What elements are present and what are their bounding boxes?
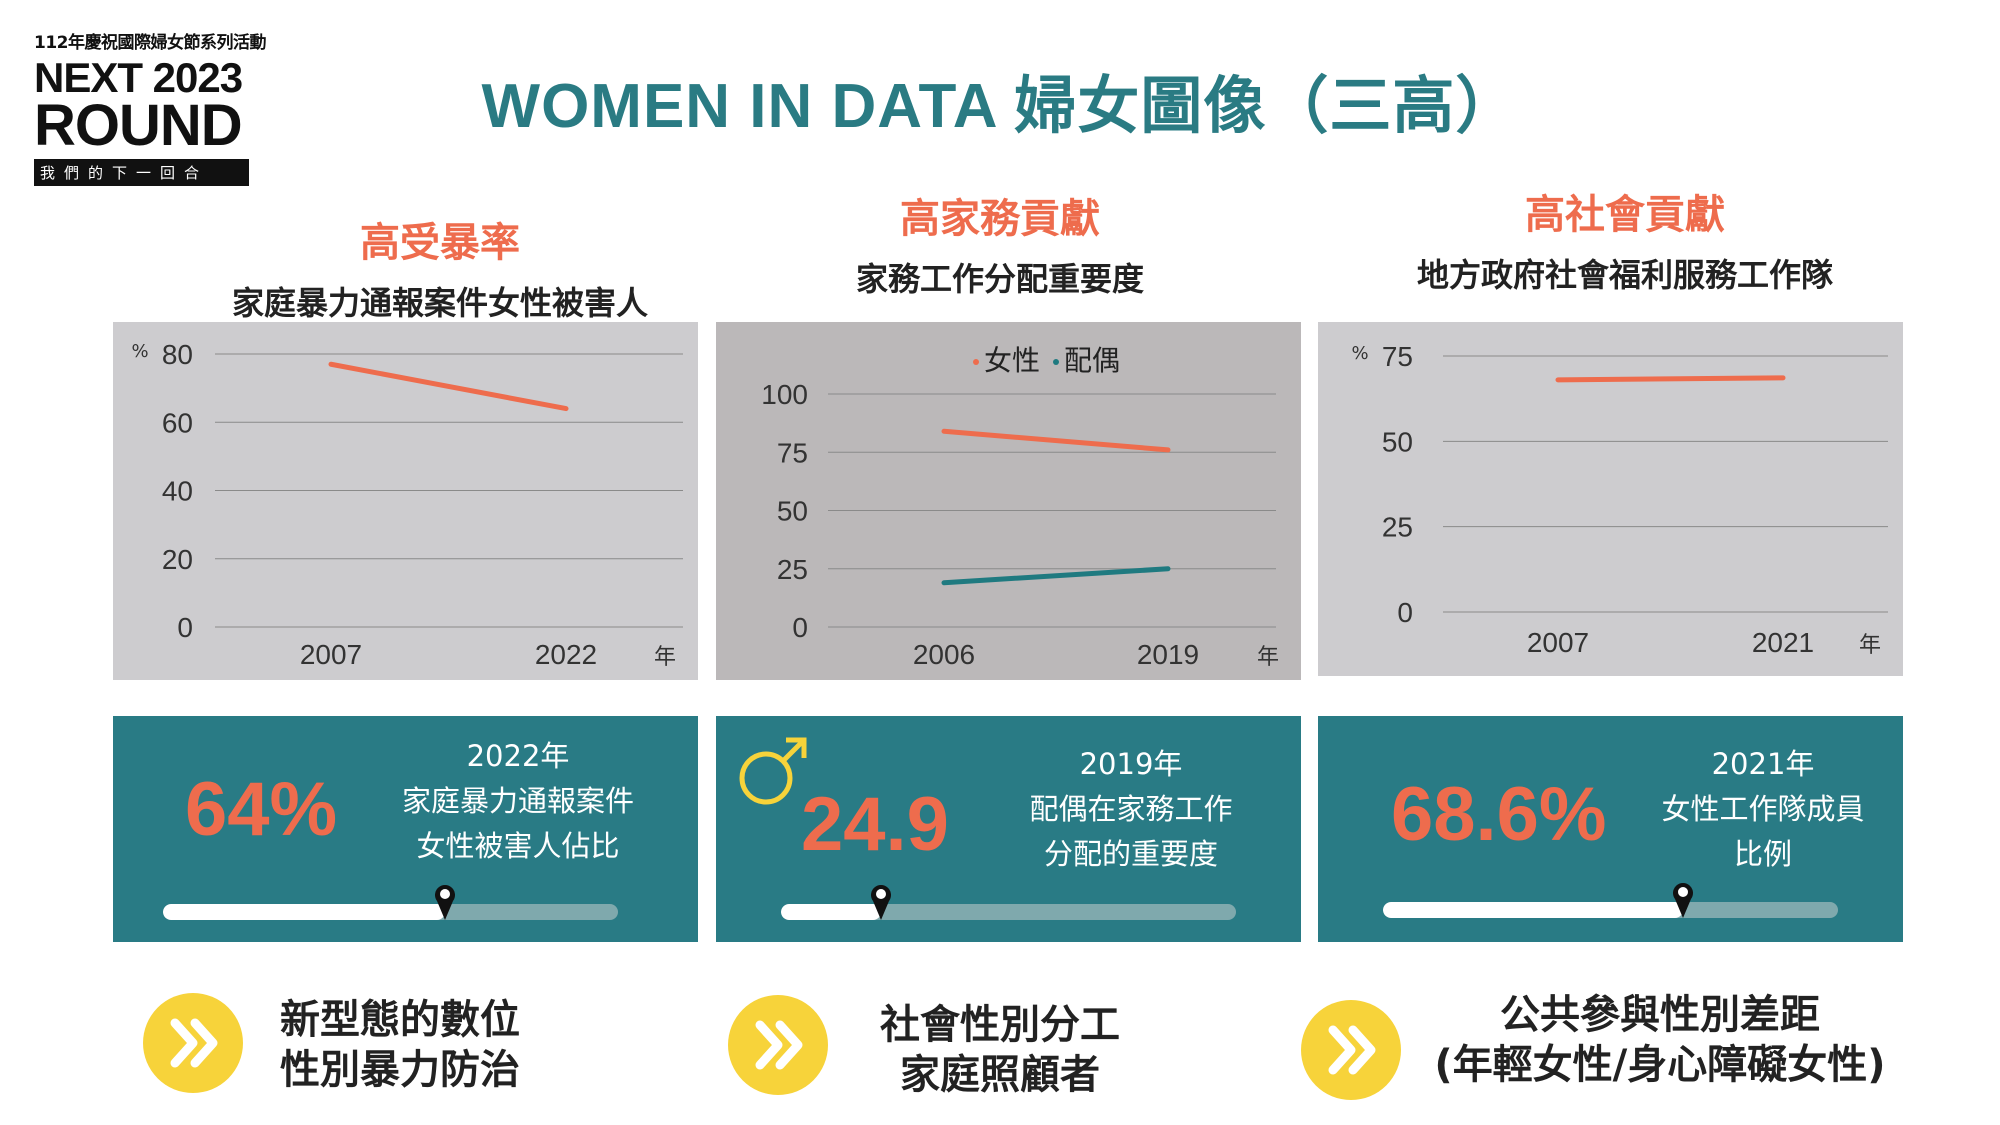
stat-value: 68.6%: [1391, 772, 1607, 857]
x-tick-label: 2006: [913, 639, 975, 670]
series-line: [941, 566, 1171, 586]
logo-tagline: 我們的下一回合: [34, 159, 249, 186]
legend-label: 女性: [984, 344, 1040, 377]
y-axis-unit: %: [1351, 343, 1368, 364]
x-axis-unit: 年: [1257, 645, 1279, 670]
location-pin-icon: [1673, 883, 1694, 918]
stat-box-social: 68.6% 2021年 女性工作隊成員 比例: [1318, 716, 1903, 942]
y-tick-label: 0: [1397, 597, 1413, 628]
y-tick-label: 60: [162, 407, 193, 438]
x-axis-unit: 年: [1859, 633, 1881, 658]
stat-desc-line1: 家庭暴力通報案件: [401, 784, 634, 818]
stat-desc-line1: 女性工作隊成員: [1661, 792, 1865, 826]
legend-marker: [1053, 359, 1059, 365]
takeaway-line2: 家庭照顧者: [900, 1052, 1100, 1098]
progress-track: [163, 904, 618, 920]
chart-housework: 0 25 50 75 100 2006 2019 年 女性 配偶: [761, 344, 1279, 670]
male-symbol-icon: [739, 737, 807, 805]
x-tick-label: 2019: [1137, 639, 1199, 670]
heading-violence: 高受暴率: [360, 220, 520, 266]
y-tick-label: 80: [162, 339, 193, 370]
progress-track: [1383, 902, 1838, 918]
progress-fill: [163, 904, 446, 920]
heading-social: 高社會貢獻: [1525, 192, 1725, 238]
page-title: WOMEN IN DATA 婦女圖像（三高）: [481, 72, 1519, 141]
logo-event-line: 112年慶祝國際婦女節系列活動: [34, 33, 267, 53]
stat-description: 2021年 女性工作隊成員 比例: [1648, 742, 1878, 877]
y-tick-label: 0: [177, 612, 193, 643]
y-axis-unit: %: [131, 341, 148, 362]
column-heading-2: 高家務貢獻 家務工作分配重要度: [675, 186, 1325, 300]
y-tick-label: 100: [761, 379, 808, 410]
stat-desc-line2: 女性被害人佔比: [416, 829, 620, 863]
logo-round: ROUND: [34, 93, 243, 158]
takeaway-line2: 性別暴力防治: [280, 1047, 520, 1093]
double-chevron-right-icon: [143, 993, 243, 1093]
y-tick-label: 75: [777, 437, 808, 468]
stat-box-violence: 64% 2022年 家庭暴力通報案件 女性被害人佔比: [113, 716, 698, 942]
stat-description: 2022年 家庭暴力通報案件 女性被害人佔比: [368, 734, 668, 869]
y-tick-label: 50: [1382, 426, 1413, 457]
stat-description: 2019年 配偶在家務工作 分配的重要度: [1006, 742, 1256, 877]
x-tick-label: 2021: [1752, 627, 1814, 658]
legend-label: 配偶: [1064, 344, 1120, 377]
takeaway-gender-division: 社會性別分工 家庭照顧者: [880, 1000, 1120, 1100]
series-line: [1555, 375, 1786, 383]
y-tick-label: 25: [777, 554, 808, 585]
y-tick-label: 25: [1382, 512, 1413, 543]
stat-year: 2019年: [1079, 747, 1183, 781]
y-tick-label: 50: [777, 496, 808, 527]
chart-panel-violence: 0 20 40 60 80 2007 2022 年%: [113, 322, 698, 680]
stat-value: 24.9: [801, 782, 949, 867]
x-tick-label: 2007: [1527, 627, 1589, 658]
stat-year: 2021年: [1711, 747, 1815, 781]
event-logo: 112年慶祝國際婦女節系列活動 NEXT 2023 ROUND 我們的下一回合: [34, 28, 267, 186]
y-tick-label: 75: [1382, 341, 1413, 372]
chart-panel-social: 0 25 50 75 2007 2021 年%: [1318, 322, 1903, 676]
takeaway-line1: 新型態的數位: [280, 997, 520, 1043]
takeaway-participation-gap: 公共參與性別差距 (年輕女性/身心障礙女性): [1410, 990, 1910, 1090]
takeaway-line1: 社會性別分工: [880, 1002, 1120, 1048]
takeaway-digital-violence: 新型態的數位 性別暴力防治: [280, 995, 520, 1095]
legend-marker: [973, 359, 979, 365]
x-tick-label: 2007: [300, 639, 362, 670]
logo-next-2023: NEXT 2023: [34, 54, 243, 101]
takeaway-line2: (年輕女性/身心障礙女性): [1434, 1042, 1886, 1088]
series-line: [941, 428, 1171, 453]
column-heading-1: 高受暴率 家庭暴力通報案件女性被害人: [115, 210, 765, 324]
column-heading-3: 高社會貢獻 地方政府社會福利服務工作隊: [1300, 182, 1950, 296]
location-pin-icon: [871, 885, 892, 920]
chart-violence: 0 20 40 60 80 2007 2022 年%: [131, 339, 683, 670]
stat-desc-line2: 分配的重要度: [1043, 837, 1218, 871]
subheading-housework: 家務工作分配重要度: [855, 260, 1144, 298]
x-axis-unit: 年: [654, 645, 676, 670]
stat-year: 2022年: [466, 739, 570, 773]
stat-desc-line1: 配偶在家務工作: [1029, 792, 1233, 826]
location-pin-icon: [435, 885, 456, 920]
series-line: [328, 361, 569, 412]
double-chevron-right-icon: [1301, 1000, 1401, 1100]
progress-fill: [1383, 902, 1684, 918]
heading-housework: 高家務貢獻: [900, 196, 1100, 242]
y-tick-label: 20: [162, 544, 193, 575]
chart-panel-housework: 0 25 50 75 100 2006 2019 年 女性 配偶: [716, 322, 1301, 680]
takeaway-line1: 公共參與性別差距: [1500, 992, 1820, 1038]
subheading-violence: 家庭暴力通報案件女性被害人: [231, 284, 648, 322]
stat-value: 64%: [185, 767, 338, 852]
y-tick-label: 0: [792, 612, 808, 643]
progress-track: [781, 904, 1236, 920]
double-chevron-right-icon: [728, 995, 828, 1095]
x-tick-label: 2022: [535, 639, 597, 670]
y-tick-label: 40: [162, 476, 193, 507]
progress-fill: [781, 904, 882, 920]
stat-box-housework: 24.9 2019年 配偶在家務工作 分配的重要度: [716, 716, 1301, 942]
subheading-social: 地方政府社會福利服務工作隊: [1416, 256, 1833, 294]
chart-social: 0 25 50 75 2007 2021 年%: [1351, 341, 1888, 658]
stat-desc-line2: 比例: [1733, 837, 1792, 871]
